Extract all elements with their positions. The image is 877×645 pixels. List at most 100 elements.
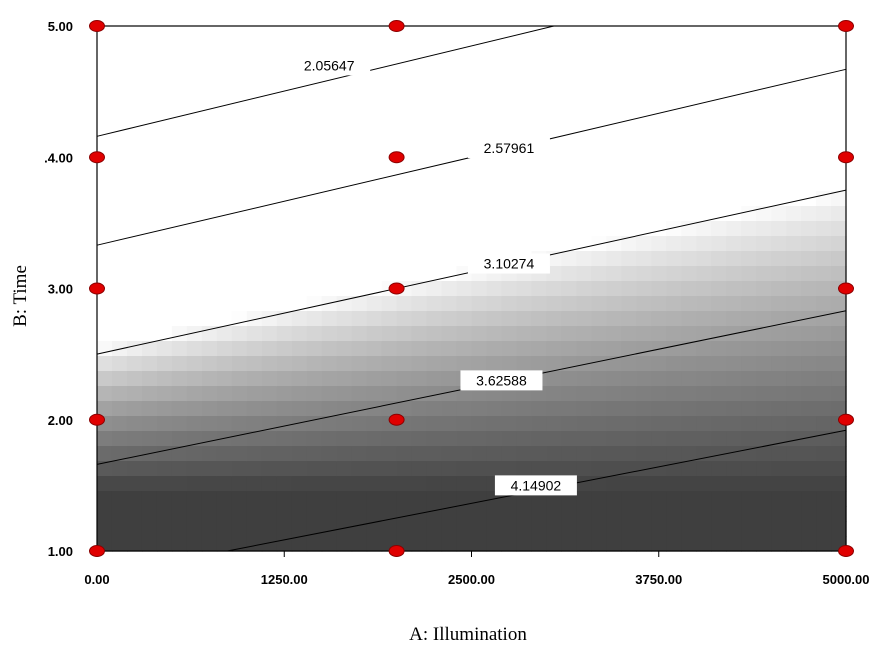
shade-cell (561, 521, 577, 537)
shade-cell (696, 281, 712, 297)
shade-cell (606, 296, 622, 312)
shade-cell (636, 386, 652, 402)
shade-cell (321, 476, 338, 492)
shade-cell (126, 521, 143, 537)
gradient-shading (97, 191, 847, 552)
shade-cell (156, 476, 173, 492)
shade-cell (141, 491, 158, 507)
shade-cell (726, 401, 742, 417)
shade-cell (786, 371, 802, 387)
shade-cell (501, 416, 518, 432)
shade-cell (261, 341, 278, 357)
shade-cell (696, 236, 712, 252)
shade-cell (306, 341, 323, 357)
shade-cell (591, 296, 607, 312)
shade-cell (816, 491, 832, 507)
shade-cell (621, 311, 637, 327)
shade-cell (201, 356, 218, 372)
shade-cell (276, 506, 293, 522)
shade-cell (411, 401, 428, 417)
shade-cell (711, 296, 727, 312)
shade-cell (681, 266, 697, 282)
shade-cell (426, 506, 443, 522)
shade-cell (651, 266, 667, 282)
shade-cell (366, 416, 383, 432)
y-axis-title: B: Time (10, 265, 31, 327)
shade-cell (801, 281, 817, 297)
shade-cell (726, 491, 742, 507)
shade-cell (171, 401, 188, 417)
shade-cell (351, 326, 368, 342)
shade-cell (426, 356, 443, 372)
shade-cell (261, 521, 278, 537)
shade-cell (621, 371, 637, 387)
shade-cell (651, 461, 667, 477)
shade-cell (831, 296, 847, 312)
shade-cell (756, 461, 772, 477)
shade-cell (426, 401, 443, 417)
shade-cell (126, 431, 143, 447)
y-tick-label: 2.00 (48, 413, 73, 428)
shade-cell (276, 326, 293, 342)
shade-cell (756, 506, 772, 522)
shade-cell (651, 281, 667, 297)
shade-cell (636, 296, 652, 312)
shade-cell (321, 491, 338, 507)
y-tick-label: 5.00 (48, 19, 73, 34)
shade-cell (576, 506, 592, 522)
shade-cell (306, 311, 323, 327)
y-tick-label: .4.00 (44, 150, 73, 165)
shade-cell (231, 491, 248, 507)
contour-label-bg (494, 475, 577, 496)
shade-cell (681, 341, 697, 357)
shade-cell (711, 461, 727, 477)
shade-cell (216, 476, 233, 492)
shade-cell (591, 311, 607, 327)
shade-cell (786, 296, 802, 312)
shade-cell (261, 371, 278, 387)
shade-cell (186, 461, 203, 477)
design-point (89, 413, 105, 426)
shade-cell (171, 386, 188, 402)
shade-cell (756, 356, 772, 372)
shade-cell (231, 431, 248, 447)
shade-cell (651, 296, 667, 312)
shade-cell (501, 431, 518, 447)
shade-cell (531, 281, 547, 297)
shade-cell (261, 536, 278, 552)
shade-cell (831, 266, 847, 282)
shade-cell (141, 356, 158, 372)
shade-cell (261, 446, 278, 462)
shade-cell (636, 311, 652, 327)
shade-cell (111, 491, 128, 507)
shade-cell (741, 356, 757, 372)
shade-cell (561, 401, 577, 417)
shade-cell (501, 296, 518, 312)
shade-cell (741, 536, 757, 552)
shade-cell (606, 236, 622, 252)
shade-cell (516, 341, 533, 357)
shade-cell (666, 386, 682, 402)
shade-cell (351, 356, 368, 372)
shade-cell (606, 326, 622, 342)
shade-cell (546, 341, 562, 357)
shade-cell (516, 326, 533, 342)
shade-cell (816, 476, 832, 492)
shade-cell (351, 311, 368, 327)
shade-cell (591, 386, 607, 402)
shade-cell (471, 341, 488, 357)
shade-cell (681, 281, 697, 297)
shade-cell (696, 386, 712, 402)
shade-cell (756, 281, 772, 297)
shade-cell (771, 251, 787, 267)
shade-cell (486, 341, 503, 357)
shade-cell (231, 371, 248, 387)
shade-cell (606, 386, 622, 402)
shade-cell (141, 476, 158, 492)
shade-cell (711, 416, 727, 432)
shade-cell (171, 371, 188, 387)
shade-cell (711, 341, 727, 357)
shade-cell (651, 536, 667, 552)
shade-cell (276, 446, 293, 462)
shade-cell (771, 536, 787, 552)
